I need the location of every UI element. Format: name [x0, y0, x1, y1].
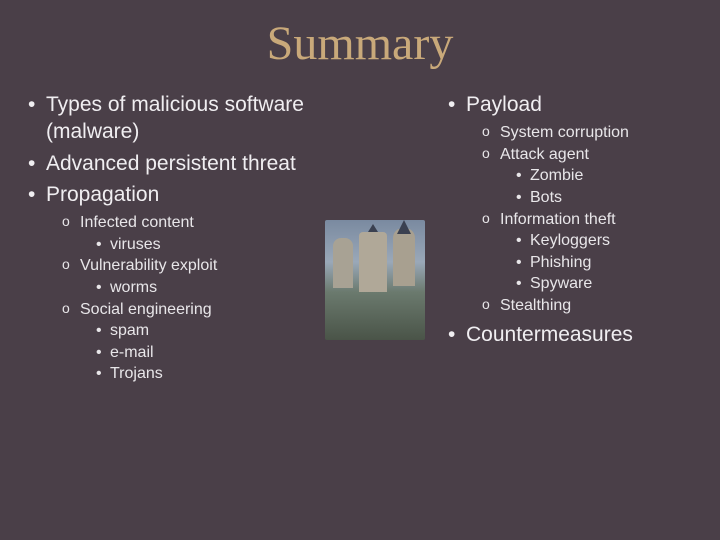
item-text: Vulnerability exploit	[80, 257, 217, 274]
sublist: Infected content viruses Vulnerability e…	[46, 212, 320, 385]
list-item: e-mail	[80, 342, 320, 364]
item-text: Payload	[466, 93, 542, 116]
item-text: Keyloggers	[530, 232, 610, 249]
image-column	[320, 91, 430, 389]
item-text: Social engineering	[80, 301, 212, 318]
list-item: Zombie	[500, 165, 700, 187]
item-text: e-mail	[110, 344, 154, 361]
list-item: Bots	[500, 187, 700, 209]
castle-tower-icon	[393, 228, 415, 286]
sublist: worms	[80, 277, 320, 299]
castle-image	[325, 220, 425, 340]
list-item: Attack agent Zombie Bots	[466, 144, 700, 209]
castle-roof-icon	[397, 220, 411, 234]
item-text: Information theft	[500, 211, 616, 228]
sublist: System corruption Attack agent Zombie Bo…	[466, 122, 700, 316]
item-text: worms	[110, 279, 157, 296]
item-text: viruses	[110, 236, 161, 253]
item-text: Phishing	[530, 254, 591, 271]
left-list: Types of malicious software (malware) Ad…	[20, 91, 320, 385]
sublist: viruses	[80, 234, 320, 256]
item-text: Spyware	[530, 275, 592, 292]
list-item: System corruption	[466, 122, 700, 144]
right-list: Payload System corruption Attack agent Z…	[440, 91, 700, 348]
item-text: spam	[110, 322, 149, 339]
list-item: Countermeasures	[440, 321, 700, 348]
list-item: Spyware	[500, 273, 700, 295]
item-text: Zombie	[530, 167, 583, 184]
list-item: Phishing	[500, 252, 700, 274]
right-column: Payload System corruption Attack agent Z…	[430, 91, 700, 389]
item-text: Advanced persistent threat	[46, 152, 296, 175]
left-column: Types of malicious software (malware) Ad…	[20, 91, 320, 389]
item-text: System corruption	[500, 124, 629, 141]
list-item: Keyloggers	[500, 230, 700, 252]
list-item: Infected content viruses	[46, 212, 320, 255]
sublist: spam e-mail Trojans	[80, 320, 320, 385]
list-item: Trojans	[80, 363, 320, 385]
list-item: worms	[80, 277, 320, 299]
list-item: spam	[80, 320, 320, 342]
item-text: Propagation	[46, 183, 159, 206]
item-text: Bots	[530, 189, 562, 206]
item-text: Stealthing	[500, 297, 571, 314]
list-item: Types of malicious software (malware)	[20, 91, 320, 146]
item-text: Types of malicious software (malware)	[46, 93, 304, 143]
sublist: Zombie Bots	[500, 165, 700, 208]
list-item: Payload System corruption Attack agent Z…	[440, 91, 700, 317]
sublist: Keyloggers Phishing Spyware	[500, 230, 700, 295]
list-item: Stealthing	[466, 295, 700, 317]
list-item: Social engineering spam e-mail Trojans	[46, 299, 320, 385]
list-item: Information theft Keyloggers Phishing Sp…	[466, 209, 700, 295]
list-item: Propagation Infected content viruses Vul…	[20, 181, 320, 385]
list-item: Advanced persistent threat	[20, 150, 320, 177]
content-area: Types of malicious software (malware) Ad…	[0, 71, 720, 389]
list-item: viruses	[80, 234, 320, 256]
item-text: Countermeasures	[466, 323, 633, 346]
item-text: Attack agent	[500, 146, 589, 163]
list-item: Vulnerability exploit worms	[46, 255, 320, 298]
item-text: Trojans	[110, 365, 163, 382]
slide-title: Summary	[0, 0, 720, 71]
item-text: Infected content	[80, 214, 194, 231]
castle-roof-icon	[363, 224, 383, 240]
